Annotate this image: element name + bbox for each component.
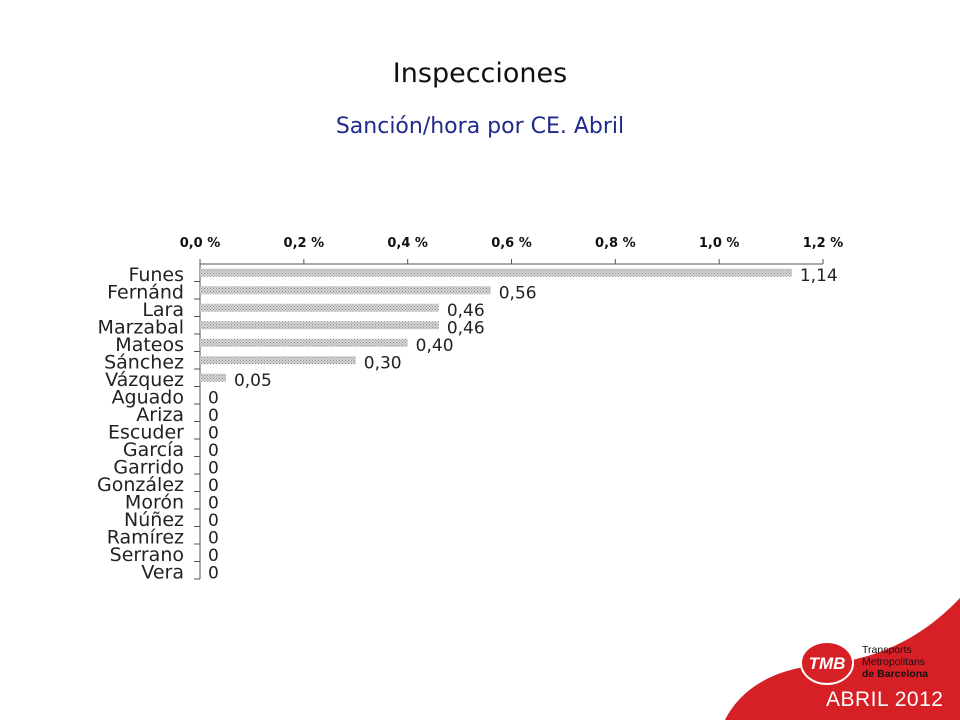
category-label: García	[123, 439, 184, 461]
category-label: Fernánd	[107, 281, 184, 303]
x-tick-label: 0,4 %	[387, 236, 428, 251]
category-label: Núñez	[124, 509, 184, 531]
chart-labels: Funes 1,14 Fernánd 0,56 Lara 0,46 Marzabal 0,46…	[97, 264, 838, 584]
category-label: Serrano	[110, 544, 184, 566]
value-label: 0,40	[416, 336, 454, 356]
tmb-logo: TMB	[800, 641, 854, 685]
bar	[200, 373, 226, 382]
bar	[200, 321, 439, 330]
bar	[200, 303, 439, 312]
value-label: 0	[208, 423, 219, 443]
value-label: 0,30	[364, 353, 402, 373]
slide-title: Inspecciones	[392, 58, 568, 89]
value-label: 0	[208, 511, 219, 531]
category-label: González	[97, 474, 184, 496]
value-label: 1,14	[800, 266, 838, 286]
footer-date: ABRIL 2012	[826, 688, 944, 711]
x-tick-label: 0,8 %	[595, 236, 636, 251]
category-label: Morón	[125, 491, 184, 513]
value-label: 0	[208, 528, 219, 548]
tmb-logo-text: Transports Metropolitans de Barcelona	[862, 644, 928, 680]
logo-line-3: de Barcelona	[862, 668, 928, 680]
category-label: Vera	[141, 561, 184, 583]
category-label: Vázquez	[105, 369, 184, 391]
x-tick-label: 1,2 %	[803, 236, 844, 251]
logo-line-2: Metropolitans	[862, 656, 926, 668]
category-label: Ariza	[136, 404, 184, 426]
category-label: Sánchez	[104, 351, 184, 373]
category-label: Ramírez	[107, 526, 184, 548]
category-label: Funes	[128, 264, 184, 286]
bar	[200, 356, 356, 365]
value-label: 0,46	[447, 301, 485, 321]
x-tick-label: 1,0 %	[699, 236, 740, 251]
category-label: Aguado	[112, 386, 184, 408]
logo-line-1: Transports	[862, 644, 912, 656]
tmb-logo-mark: TMB	[809, 654, 846, 673]
value-label: 0	[208, 458, 219, 478]
value-label: 0	[208, 388, 219, 408]
slide-subtitle: Sanción/hora por CE. Abril	[335, 114, 625, 139]
chart-bars	[200, 268, 792, 382]
chart-axes: 0,0 % 0,2 % 0,4 % 0,6 % 0,8 % 1,0 % 1,2 %	[180, 236, 844, 580]
category-label: Garrido	[113, 456, 184, 478]
value-label: 0,05	[234, 371, 272, 391]
category-label: Lara	[142, 299, 184, 321]
value-label: 0	[208, 546, 219, 566]
value-label: 0,46	[447, 318, 485, 338]
x-tick-label: 0,0 %	[180, 236, 221, 251]
category-label: Escuder	[108, 421, 184, 443]
bar	[200, 268, 792, 277]
bar	[200, 338, 408, 347]
value-label: 0	[208, 563, 219, 583]
bar	[200, 286, 491, 295]
value-label: 0,56	[499, 283, 537, 303]
category-label: Marzabal	[98, 316, 184, 338]
value-label: 0	[208, 493, 219, 513]
x-tick-label: 0,6 %	[491, 236, 532, 251]
x-tick-label: 0,2 %	[284, 236, 325, 251]
value-label: 0	[208, 441, 219, 461]
category-label: Mateos	[115, 334, 184, 356]
value-label: 0	[208, 406, 219, 426]
value-label: 0	[208, 476, 219, 496]
